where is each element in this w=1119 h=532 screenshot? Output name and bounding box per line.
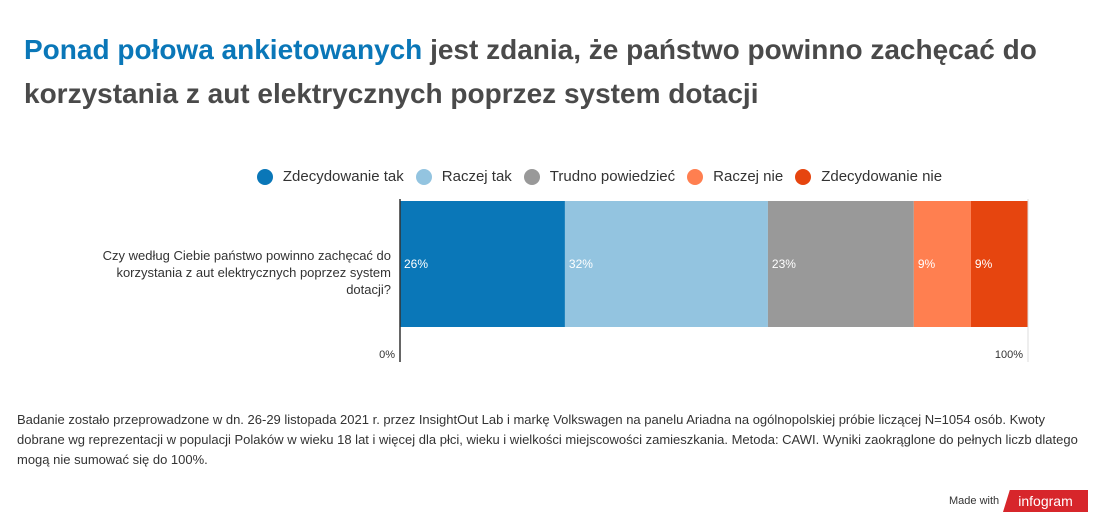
legend-item[interactable]: Raczej nie: [687, 168, 783, 185]
bar-segment[interactable]: [564, 201, 768, 327]
legend-dot-icon: [795, 168, 812, 185]
title-rest: jest zdania, że państwo powinno zachęcać…: [24, 34, 1037, 109]
legend-label: Zdecydowanie tak: [282, 168, 404, 185]
tick-label: 0%: [379, 349, 395, 361]
legend: Zdecydowanie tak Raczej tak Trudno powiedz…: [0, 168, 1119, 185]
data-label: 26%: [404, 257, 428, 271]
legend-item[interactable]: Trudno powiedzieć: [523, 168, 676, 185]
tick-label: 100%: [995, 349, 1023, 361]
data-label: 9%: [918, 257, 936, 271]
data-label: 32%: [569, 257, 593, 271]
legend-item[interactable]: Zdecydowanie tak: [256, 168, 404, 185]
legend-dot-icon: [687, 168, 704, 185]
legend-label: Raczej tak: [441, 168, 512, 185]
legend-dot-icon: [256, 168, 273, 185]
legend-label: Raczej nie: [713, 168, 784, 185]
made-with-label: Made with: [949, 495, 1000, 507]
legend-label: Trudno powiedzieć: [549, 168, 676, 185]
footnote: Badanie zostało przeprowadzone w dn. 26-…: [17, 412, 1078, 467]
title-highlight: Ponad połowa ankietowanych: [24, 34, 423, 65]
infogram-logo[interactable]: infogram: [1003, 490, 1088, 512]
legend-item[interactable]: Raczej tak: [415, 168, 512, 185]
bar-segment[interactable]: [400, 201, 565, 327]
category-label: Czy według Ciebie państwo powinno zachęc…: [102, 248, 391, 297]
bar-segment[interactable]: [970, 201, 1028, 327]
legend-item[interactable]: Zdecydowanie nie: [795, 168, 942, 185]
legend-dot-icon: [415, 168, 432, 185]
data-label: 9%: [975, 257, 993, 271]
legend-dot-icon: [523, 168, 540, 185]
bar-segment[interactable]: [913, 201, 971, 327]
chart-title: Ponad połowa ankietowanych jest zdania, …: [24, 28, 1084, 116]
bar-segment[interactable]: [767, 201, 914, 327]
legend-label: Zdecydowanie nie: [821, 168, 943, 185]
data-label: 23%: [772, 257, 796, 271]
